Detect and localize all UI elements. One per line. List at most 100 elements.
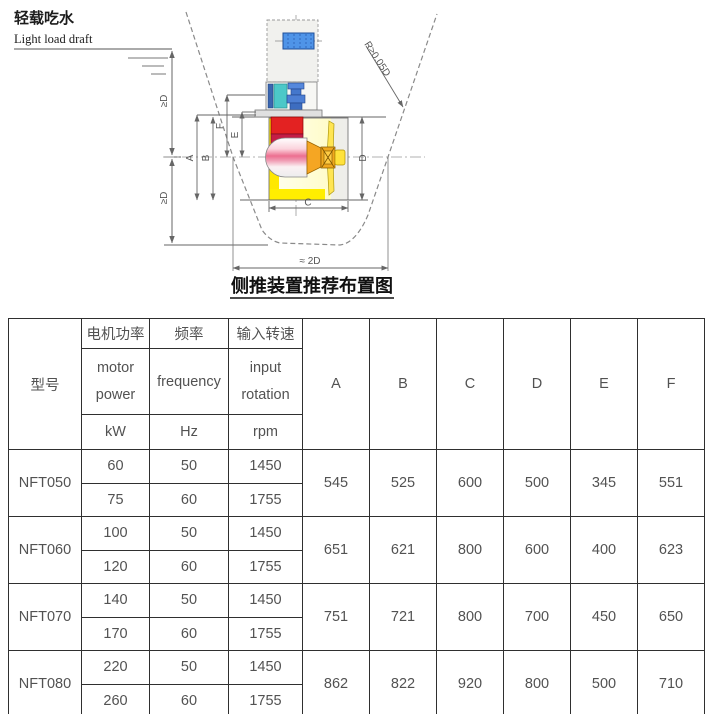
coupling-assembly <box>265 81 318 111</box>
speed-cell: 1450 <box>228 516 303 551</box>
power-cell: 120 <box>81 549 150 584</box>
speed-cell: 1450 <box>228 583 303 618</box>
dimension-2D <box>232 157 389 271</box>
dim-a-cell: 545 <box>302 449 370 517</box>
dim-d-cell: 700 <box>503 583 571 651</box>
dim-d-cell: 800 <box>503 650 571 714</box>
table-row: 75 60 1755 <box>9 482 705 517</box>
speed-cell: 1755 <box>228 683 303 714</box>
propeller-hub <box>306 140 346 175</box>
dim-label-ge-d-lower: ≥D <box>159 192 170 205</box>
header-freq-unit: Hz <box>149 414 229 450</box>
table-row: 120 60 1755 <box>9 549 705 584</box>
model-cell: NFT080 <box>8 650 82 714</box>
header-dim-c: C <box>436 318 504 450</box>
power-cell: 260 <box>81 683 150 714</box>
header-freq-cn: 频率 <box>149 318 229 349</box>
dim-f-cell: 710 <box>637 650 705 714</box>
dim-c-cell: 800 <box>436 583 504 651</box>
freq-cell: 60 <box>149 482 229 517</box>
table-row: NFT050 60 50 1450 545 525 600 500 345 55… <box>8 449 705 517</box>
freq-cell: 50 <box>149 650 229 685</box>
header-dim-e: E <box>570 318 638 450</box>
dim-e-cell: 500 <box>570 650 638 714</box>
dim-c-cell: 800 <box>436 516 504 584</box>
dim-label-d: D <box>358 154 369 161</box>
power-cell: 220 <box>81 650 150 685</box>
dim-b-cell: 621 <box>369 516 437 584</box>
dim-label-f: F <box>215 123 226 129</box>
header-power-en-line2: power <box>95 386 136 403</box>
table-row: 170 60 1755 <box>9 616 705 651</box>
header-dim-d: D <box>503 318 571 450</box>
table-row: 260 60 1755 <box>9 683 705 714</box>
freq-cell: 50 <box>149 583 229 618</box>
power-cell: 100 <box>81 516 150 551</box>
dim-label-a: A <box>185 154 196 161</box>
power-cell: 140 <box>81 583 150 618</box>
dim-label-e: E <box>230 131 241 138</box>
dimension-D <box>348 116 368 201</box>
header-speed-en-line1: input <box>249 359 282 376</box>
dim-b-cell: 721 <box>369 583 437 651</box>
dim-e-cell: 400 <box>570 516 638 584</box>
power-cell: 75 <box>81 482 150 517</box>
header-speed-cn: 输入转速 <box>228 318 303 349</box>
table-row: NFT080 220 50 1450 862 822 920 800 500 7… <box>8 650 705 714</box>
radius-note-label: R≥0.05D <box>361 40 392 79</box>
dim-a-cell: 862 <box>302 650 370 714</box>
dim-b-cell: 525 <box>369 449 437 517</box>
speed-cell: 1755 <box>228 549 303 584</box>
dim-label-ge-d-upper: ≥D <box>159 95 170 108</box>
speed-cell: 1755 <box>228 482 303 517</box>
motor-compartment-box <box>266 19 319 83</box>
dim-f-cell: 650 <box>637 583 705 651</box>
speed-cell: 1450 <box>228 449 303 484</box>
mounting-flange <box>254 109 323 118</box>
dim-b-cell: 822 <box>369 650 437 714</box>
dim-a-cell: 751 <box>302 583 370 651</box>
header-speed-en: input rotation <box>228 348 303 415</box>
dimension-E <box>239 111 256 158</box>
speed-cell: 1450 <box>228 650 303 685</box>
freq-cell: 60 <box>149 616 229 651</box>
header-power-en-line1: motor <box>96 359 135 376</box>
dim-label-2d: ≈ 2D <box>299 256 320 267</box>
power-cell: 60 <box>81 449 150 484</box>
thruster-layout-diagram: 轻载吃水 Light load draft ≥D ≥D <box>14 9 438 299</box>
model-cell: NFT070 <box>8 583 82 651</box>
dim-label-c: C <box>304 198 311 209</box>
radius-leader-line <box>365 45 404 108</box>
model-cell: NFT050 <box>8 449 82 517</box>
header-dim-f: F <box>637 318 705 450</box>
thruster-diagram-section: 轻载吃水 Light load draft ≥D ≥D <box>0 0 707 318</box>
power-cell: 170 <box>81 616 150 651</box>
model-cell: NFT060 <box>8 516 82 584</box>
diagram-caption: 侧推装置推荐布置图 <box>231 275 393 296</box>
light-draft-label-cn: 轻载吃水 <box>14 9 75 27</box>
water-surface-marks <box>128 57 168 75</box>
dim-a-cell: 651 <box>302 516 370 584</box>
header-power-cn: 电机功率 <box>81 318 150 349</box>
dim-e-cell: 345 <box>570 449 638 517</box>
freq-cell: 60 <box>149 549 229 584</box>
light-draft-label-en: Light load draft <box>14 32 93 46</box>
speed-cell: 1755 <box>228 616 303 651</box>
header-dim-a: A <box>302 318 370 450</box>
header-speed-en-line2: rotation <box>241 386 290 403</box>
freq-cell: 50 <box>149 516 229 551</box>
dim-f-cell: 551 <box>637 449 705 517</box>
dim-d-cell: 500 <box>503 449 571 517</box>
dim-c-cell: 920 <box>436 650 504 714</box>
dimension-F <box>224 94 265 158</box>
dim-c-cell: 600 <box>436 449 504 517</box>
freq-cell: 50 <box>149 449 229 484</box>
table-row: NFT070 140 50 1450 751 721 800 700 450 6… <box>8 583 705 651</box>
header-dim-b: B <box>369 318 437 450</box>
header-speed-unit: rpm <box>228 414 303 450</box>
thruster-spec-table: 型号 电机功率 频率 输入转速 A B C D E F motor power … <box>8 318 705 714</box>
header-power-en: motor power <box>81 348 150 415</box>
electric-motor <box>275 32 322 50</box>
dim-d-cell: 600 <box>503 516 571 584</box>
